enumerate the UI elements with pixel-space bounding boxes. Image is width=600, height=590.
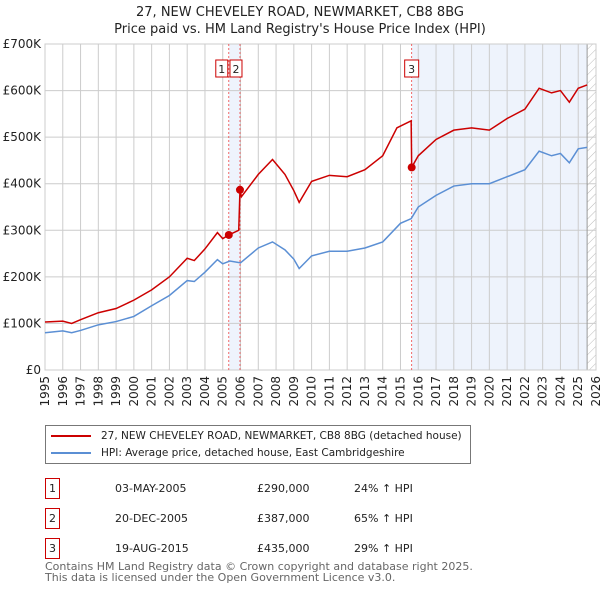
x-tick-label: 1998 (91, 376, 105, 407)
x-tick-label: 1995 (38, 376, 52, 407)
sale-marker-badge: 3 (45, 537, 60, 559)
sale-hpi: 24% ↑ HPI (354, 481, 413, 495)
x-tick-label: 1996 (56, 376, 70, 407)
footer-copyright: Contains HM Land Registry data © Crown c… (45, 560, 473, 573)
legend-label: HPI: Average price, detached house, East… (101, 447, 405, 459)
plot-frame (44, 43, 597, 371)
y-tick-label: £300K (3, 223, 43, 237)
sale-hpi: 29% ↑ HPI (354, 541, 413, 555)
plot: £0 £100K £200K £300K £400K £500K £600K £700K 199… (3, 37, 600, 407)
x-tick-label: 2018 (447, 376, 461, 407)
sale-hpi: 65% ↑ HPI (354, 511, 413, 525)
sale-price: £387,000 (257, 511, 310, 525)
sale-marker-box (215, 59, 229, 78)
x-tick-label: 2001 (145, 376, 159, 407)
blue-line-swatch (51, 452, 91, 454)
y-tick-label: £600K (3, 84, 43, 98)
x-tick-label: 2010 (305, 376, 319, 407)
x-tick-label: 2024 (553, 376, 567, 407)
y-tick-label: £700K (3, 37, 43, 51)
x-tick-label: 2017 (429, 376, 443, 407)
sale-point (407, 163, 416, 172)
series-line (44, 84, 588, 325)
y-tick-label: £200K (3, 270, 43, 284)
series-line (44, 146, 588, 334)
sale-price: £435,000 (257, 541, 310, 555)
legend: 27, NEW CHEVELEY ROAD, NEWMARKET, CB8 8B… (45, 425, 471, 464)
x-tick-label: 2021 (500, 376, 514, 407)
x-tick-label: 2026 (589, 376, 600, 407)
sale-marker-box (404, 59, 420, 78)
sale-marker-label: 1 (218, 63, 225, 76)
x-tick-label: 2011 (322, 376, 336, 407)
sale-point (224, 230, 233, 239)
x-tick-label: 2005 (216, 376, 230, 407)
table-row: 1 03-MAY-2005 £290,000 24% ↑ HPI (45, 473, 413, 503)
x-tick-label: 2019 (465, 376, 479, 407)
legend-label: 27, NEW CHEVELEY ROAD, NEWMARKET, CB8 8B… (101, 430, 462, 442)
sale-marker-label: 3 (408, 63, 415, 76)
sales-table: 1 03-MAY-2005 £290,000 24% ↑ HPI 2 20-DEC-20… (45, 473, 413, 563)
x-tick-label: 1999 (109, 376, 123, 407)
shaded-period (228, 44, 240, 370)
x-tick-label: 2003 (180, 376, 194, 407)
sale-date: 03-MAY-2005 (115, 481, 187, 495)
x-tick-label: 2020 (482, 376, 496, 407)
sale-marker-badge: 2 (45, 507, 60, 529)
future-hatch (587, 44, 596, 370)
y-tick-label: £100K (3, 316, 43, 330)
shaded-period (411, 44, 588, 370)
table-row: 2 20-DEC-2005 £387,000 65% ↑ HPI (45, 503, 413, 533)
footer: Contains HM Land Registry data © Crown c… (45, 561, 473, 583)
x-tick-label: 2004 (198, 376, 212, 407)
title: 27, NEW CHEVELEY ROAD, NEWMARKET, CB8 8B… (136, 5, 464, 20)
x-tick-label: 2025 (571, 376, 585, 407)
x-tick-label: 2007 (251, 376, 265, 407)
sale-marker-badge: 1 (45, 477, 60, 499)
sale-date: 19-AUG-2015 (115, 541, 189, 555)
x-tick-label: 2012 (340, 376, 354, 407)
footer-licence: This data is licensed under the Open Gov… (45, 571, 396, 584)
x-tick-label: 2013 (358, 376, 372, 407)
sale-date: 20-DEC-2005 (115, 511, 189, 525)
subtitle: Price paid vs. HM Land Registry's House … (114, 22, 486, 37)
x-tick-label: 1997 (74, 376, 88, 407)
sale-point (235, 185, 244, 194)
x-tick-label: 2009 (287, 376, 301, 407)
y-tick-label: £500K (3, 130, 43, 144)
x-tick-label: 2015 (393, 376, 407, 407)
chart-title: 27, NEW CHEVELEY ROAD, NEWMARKET, CB8 8B… (0, 4, 600, 38)
legend-item-hpi: HPI: Average price, detached house, East… (51, 447, 405, 459)
legend-item-property: 27, NEW CHEVELEY ROAD, NEWMARKET, CB8 8B… (51, 430, 462, 442)
sale-marker-box (229, 59, 243, 78)
table-row: 3 19-AUG-2015 £435,000 29% ↑ HPI (45, 533, 413, 563)
x-tick-label: 2022 (518, 376, 532, 407)
x-tick-label: 2000 (127, 376, 141, 407)
x-tick-label: 2014 (376, 376, 390, 407)
y-tick-label: £400K (3, 177, 43, 191)
sale-marker-label: 2 (232, 63, 239, 76)
x-tick-label: 2008 (269, 376, 283, 407)
red-line-swatch (51, 435, 91, 437)
x-tick-label: 2002 (162, 376, 176, 407)
x-tick-label: 2016 (411, 376, 425, 407)
y-tick-label: £0 (26, 363, 41, 377)
x-tick-label: 2006 (234, 376, 248, 407)
sale-price: £290,000 (257, 481, 310, 495)
x-tick-label: 2023 (536, 376, 550, 407)
